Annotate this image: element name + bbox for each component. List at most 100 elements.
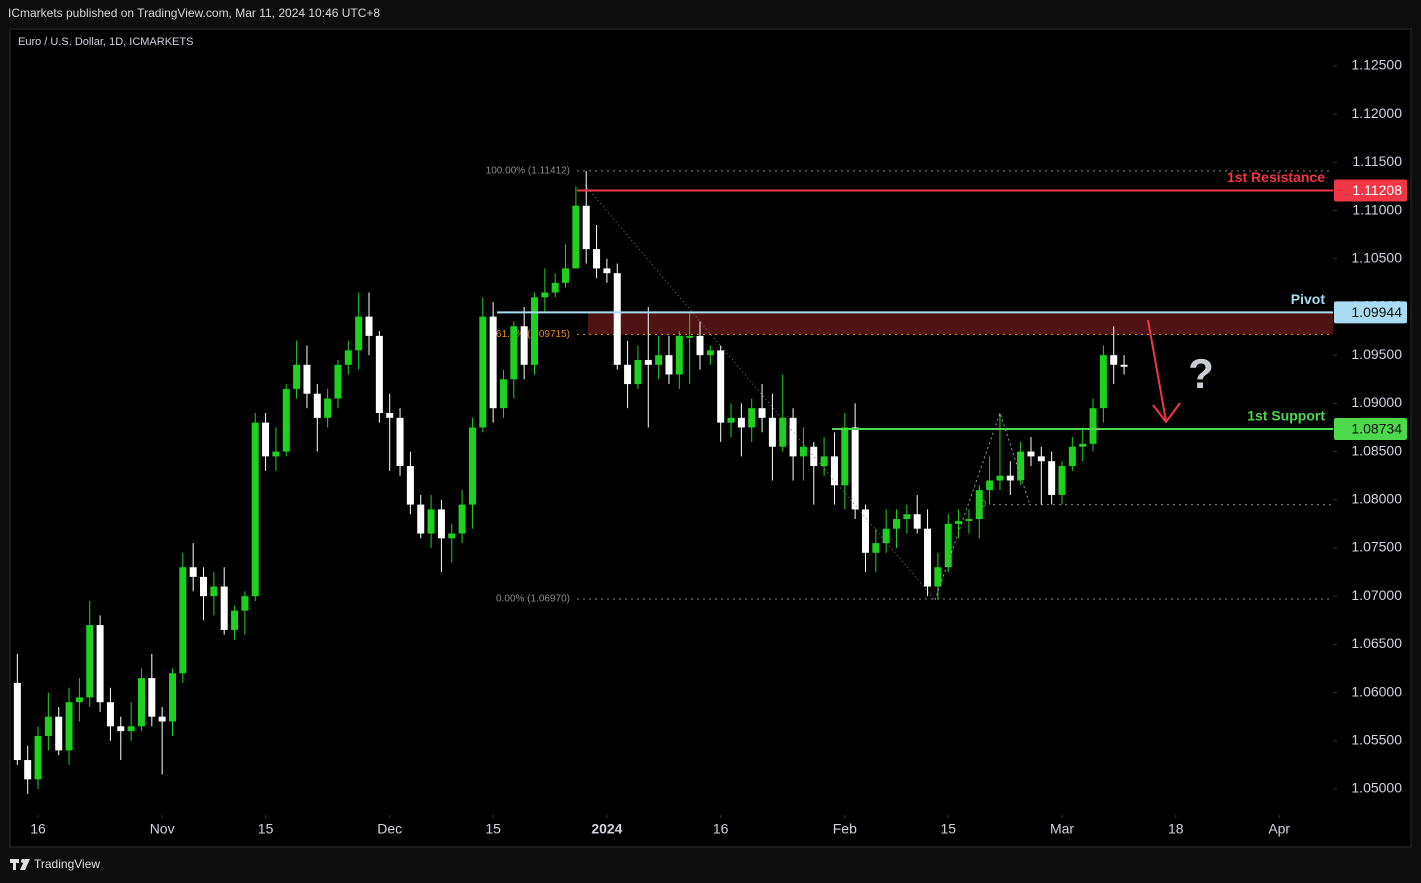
fib-label: 100.00% (1.11412) [486, 165, 570, 176]
candle-body [1099, 355, 1107, 409]
candle-body [365, 316, 373, 336]
level-price-box [1334, 301, 1407, 324]
candle-body [779, 417, 787, 447]
candle-body [344, 350, 352, 365]
candle-body [458, 504, 466, 534]
level-price-box [1334, 418, 1407, 441]
candle-body [1058, 466, 1066, 495]
candle-body [210, 586, 218, 597]
candle-body [437, 509, 445, 539]
y-tick-label: 1.07500 [1351, 539, 1402, 555]
candle-body [541, 292, 549, 298]
chart-frame [9, 28, 1412, 848]
brand-logo [10, 859, 30, 870]
forecast-arrow [1147, 319, 1181, 424]
level-price-box [1334, 179, 1407, 202]
candle-body [117, 726, 125, 732]
candle-body [468, 427, 476, 505]
y-tick-label: 1.06000 [1351, 683, 1402, 699]
candle-body [572, 205, 580, 269]
candle-body [168, 673, 176, 722]
candle-body [272, 451, 280, 457]
candle-body [810, 446, 818, 467]
y-tick-label: 1.06500 [1351, 635, 1402, 651]
candle-body [1037, 456, 1045, 462]
candle-body [861, 509, 869, 553]
y-tick-label: 1.09000 [1351, 394, 1402, 410]
candle-body [1006, 475, 1014, 481]
candle-body [1120, 364, 1128, 367]
level-name: Pivot [1291, 291, 1326, 307]
trend-line [584, 184, 936, 601]
candle-body [303, 364, 311, 394]
x-tick-label: 15 [485, 821, 501, 837]
y-tick-label: 1.10500 [1351, 249, 1402, 265]
level-name: 1st Resistance [1227, 169, 1325, 185]
candle-body [727, 417, 735, 423]
candle-body [499, 379, 507, 409]
candle-body [634, 359, 642, 385]
candle-body [355, 316, 363, 351]
candle-body [313, 393, 321, 418]
candle-body [158, 716, 166, 722]
candle-body [644, 359, 652, 365]
candle-body [220, 586, 228, 630]
candle-body [396, 417, 404, 467]
candle-body [717, 350, 725, 423]
candle-body [127, 726, 135, 732]
candle-body [34, 735, 42, 780]
x-tick-label: 2024 [591, 821, 622, 837]
candle-body [520, 326, 528, 365]
candle-body [531, 297, 539, 365]
candle-body [1110, 355, 1118, 365]
candle-body [893, 519, 901, 529]
candle-body [86, 625, 94, 698]
level-price: 1.08734 [1351, 421, 1402, 437]
candle-body [189, 567, 197, 577]
y-tick-label: 1.12500 [1351, 57, 1402, 73]
candle-body [737, 417, 745, 428]
x-tick-label: Dec [377, 821, 402, 837]
candle-body [851, 427, 859, 510]
candle-body [934, 567, 942, 587]
candle-body [1027, 451, 1035, 457]
candle-body [975, 490, 983, 520]
candle-body [479, 316, 487, 428]
candle-body [913, 514, 921, 529]
wave-line [934, 411, 1031, 601]
annotation: ? [1188, 350, 1214, 397]
x-tick-label: 18 [1168, 821, 1184, 837]
candle-body [75, 697, 83, 703]
candle-body [324, 398, 332, 418]
fib-label: 0.00% (1.06970) [496, 594, 570, 605]
candle-body [562, 268, 570, 283]
candle-body [665, 355, 673, 375]
candle-body [955, 520, 963, 524]
fib-label: 0 [980, 499, 986, 510]
candle-body [603, 268, 611, 274]
candle-body [758, 408, 766, 418]
candle-body [613, 273, 621, 365]
y-tick-label: 1.05000 [1351, 780, 1402, 796]
candle-body [1089, 408, 1097, 444]
candle-body [830, 456, 838, 486]
candle-body [262, 422, 270, 457]
candle-body [1048, 461, 1056, 495]
candle-body [696, 335, 704, 356]
candle-body [406, 466, 414, 505]
candle-body [448, 533, 456, 539]
candle-body [96, 625, 104, 703]
candle-body [820, 456, 828, 467]
x-tick-label: Mar [1050, 821, 1074, 837]
candle-body [417, 504, 425, 534]
candle-body [686, 335, 694, 338]
candle-body [675, 335, 683, 375]
y-tick-label: 1.07000 [1351, 587, 1402, 603]
x-tick-label: Apr [1268, 821, 1290, 837]
candle-body [251, 422, 259, 597]
x-tick-label: 15 [940, 821, 956, 837]
candle-body [872, 543, 880, 553]
brand: TradingView [34, 857, 100, 871]
